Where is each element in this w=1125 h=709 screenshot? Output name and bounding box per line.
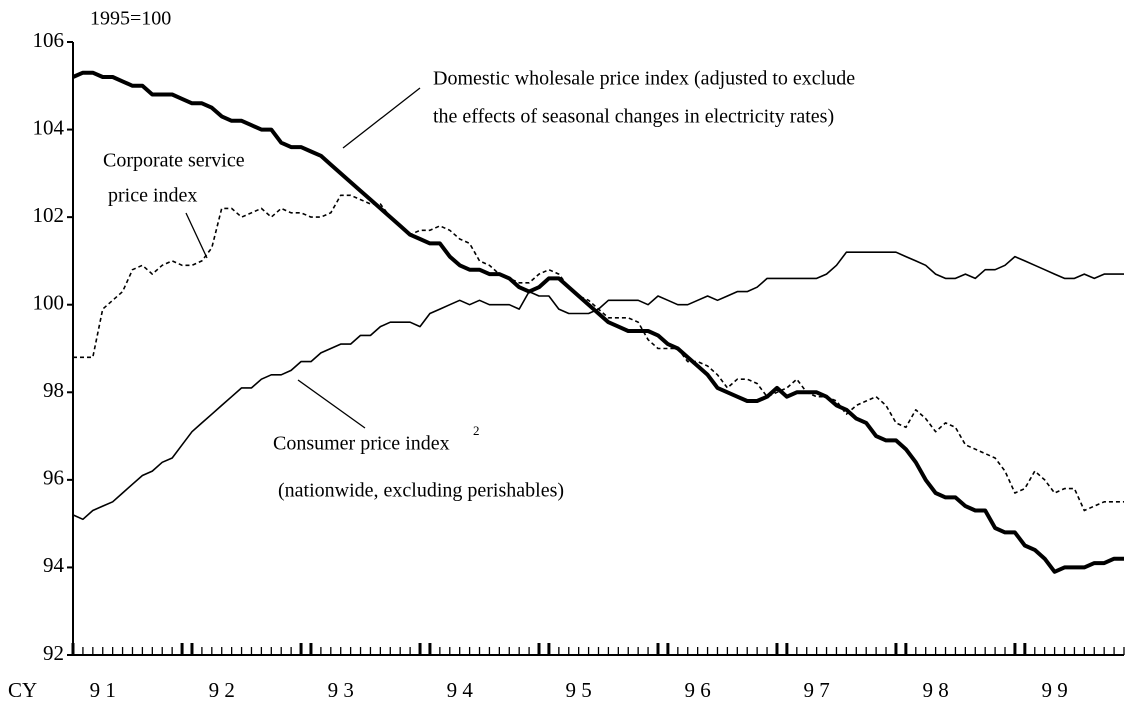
x-tick-label: 9 1	[90, 678, 116, 702]
leader-line	[297, 379, 366, 429]
leader-line	[185, 212, 208, 259]
y-tick-label: 98	[43, 378, 64, 402]
x-tick-label: 9 9	[1041, 678, 1067, 702]
annotation: Corporate service	[103, 150, 245, 172]
y-tick-label: 106	[33, 28, 65, 52]
series-line	[73, 194, 1124, 512]
series-line	[72, 251, 1124, 521]
annotation: 2	[473, 423, 480, 438]
y-tick-label: 94	[43, 553, 65, 577]
y-tick-label: 104	[33, 115, 65, 139]
annotation: (nationwide, excluding perishables)	[278, 480, 564, 502]
annotation: Domestic wholesale price index (adjusted…	[433, 68, 855, 90]
x-tick-label: 9 6	[685, 678, 711, 702]
x-tick-label: 9 7	[804, 678, 830, 702]
y-tick-label: 92	[43, 641, 64, 665]
x-tick-label: 9 8	[922, 678, 948, 702]
y-tick-label: 100	[33, 291, 65, 315]
annotation: price index	[108, 185, 197, 207]
x-tick-label: 9 5	[566, 678, 592, 702]
y-tick-label: 96	[43, 466, 64, 490]
annotation: the effects of seasonal changes in elect…	[433, 106, 834, 128]
series-line	[72, 70, 1124, 574]
unit-label: 1995=100	[90, 8, 171, 30]
x-axis-label: CY	[8, 678, 37, 702]
annotation: Consumer price index	[273, 433, 450, 455]
leader-line	[342, 87, 421, 149]
x-tick-label: 9 4	[447, 678, 474, 702]
x-tick-label: 9 3	[328, 678, 354, 702]
y-tick-label: 102	[33, 203, 65, 227]
x-tick-label: 9 2	[209, 678, 235, 702]
